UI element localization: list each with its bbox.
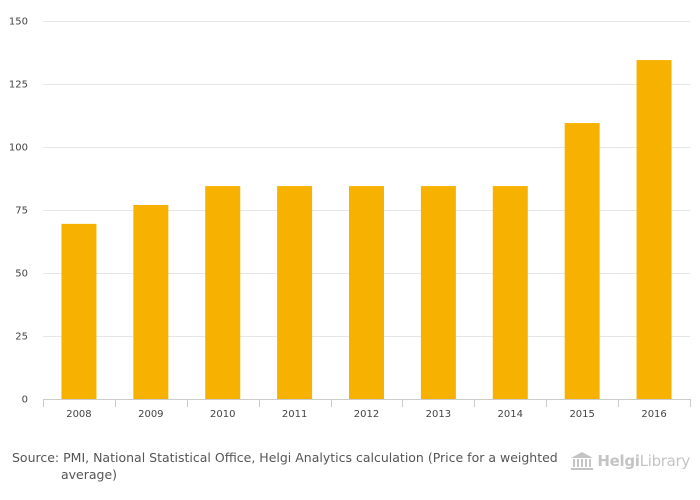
x-tick-label-2016: 2016 [641,409,666,420]
y-tick-label-3: 75 [15,206,28,217]
x-tick-label-2009: 2009 [138,409,163,420]
bar-2011 [277,186,313,399]
x-tick-label-2011: 2011 [282,409,307,420]
x-tick-label-2013: 2013 [426,409,451,420]
helgi-library-logo: HelgiLibrary [570,450,690,472]
bar-2010 [205,186,241,399]
y-tick-label-4: 100 [9,143,28,154]
y-tick-label-1: 25 [15,332,28,343]
bars [61,60,672,400]
bar-2012 [349,186,384,399]
bar-2014 [492,186,528,399]
x-tick-label-2010: 2010 [210,409,235,420]
bar-2013 [420,186,456,399]
y-tick-label-5: 125 [9,80,28,91]
x-axis [43,399,691,407]
logo-wordmark-library: Library [639,452,691,470]
source-note: Source: PMI, National Statistical Office… [12,450,558,482]
x-tick-label-2012: 2012 [354,409,379,420]
y-tick-label-6: 150 [9,17,28,28]
bar-2015 [564,123,600,399]
y-tick-label-2: 50 [15,269,28,280]
logo-wordmark-helgi: Helgi [597,452,640,470]
bar-2008 [61,223,97,399]
x-tick-label-2015: 2015 [569,409,594,420]
y-tick-label-0: 0 [22,395,28,406]
y-axis-ticks: 0 25 50 75 100 125 150 [9,17,28,406]
x-tick-label-2014: 2014 [498,409,523,420]
x-tick-label-2008: 2008 [66,409,91,420]
logo-wordmark: HelgiLibrary [597,452,690,470]
chart-footer: Source: PMI, National Statistical Office… [0,448,700,500]
bar-chart: 0 25 50 75 100 125 150 2008 2009 2010 2011 2012 201… [9,17,691,420]
library-building-icon [571,452,594,470]
bar-2016 [636,60,672,400]
bar-2009 [133,204,169,399]
x-axis-ticks: 2008 2009 2010 2011 2012 2013 2014 2015 2016 [66,409,667,420]
